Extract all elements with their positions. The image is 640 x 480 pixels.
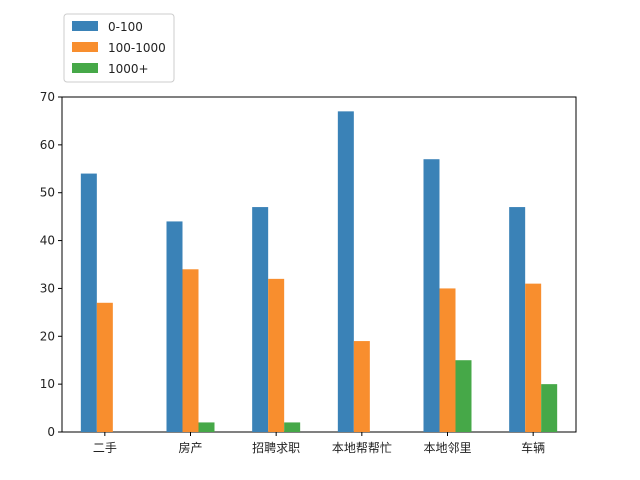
x-tick-label: 房产 <box>178 440 202 455</box>
y-tick-label: 40 <box>40 234 55 248</box>
bar-1-0 <box>96 302 113 432</box>
bar-1-1 <box>182 269 199 432</box>
bar-0-2 <box>252 207 269 432</box>
y-tick-label: 50 <box>40 186 55 200</box>
bar-0-0 <box>80 173 97 433</box>
legend-swatch <box>72 63 98 73</box>
bar-0-3 <box>337 111 354 432</box>
legend-swatch <box>72 42 98 52</box>
bar-2-4 <box>455 360 472 432</box>
x-tick-label: 招聘求职 <box>252 441 300 455</box>
bar-1-4 <box>439 288 456 432</box>
bar-2-5 <box>541 384 558 432</box>
bar-2-1 <box>198 422 215 432</box>
bar-1-3 <box>353 341 370 432</box>
bar-0-1 <box>166 221 183 432</box>
y-tick-label: 0 <box>47 425 55 439</box>
bar-1-2 <box>268 278 285 432</box>
x-tick-label: 车辆 <box>521 440 545 455</box>
bar-0-4 <box>423 159 440 432</box>
legend-swatch <box>72 21 98 31</box>
plot-area-frame <box>61 96 577 433</box>
legend-label: 1000+ <box>108 62 149 76</box>
bar-1-5 <box>525 283 542 432</box>
bar-0-5 <box>509 207 526 432</box>
y-tick-label: 60 <box>40 138 55 152</box>
bar-2-2 <box>284 422 301 432</box>
x-tick-label: 本地邻里 <box>423 441 471 455</box>
legend-label: 100-1000 <box>108 41 166 55</box>
y-tick-label: 70 <box>40 90 55 104</box>
x-tick-label: 二手 <box>93 441 117 455</box>
y-tick-label: 20 <box>40 329 55 343</box>
y-tick-label: 10 <box>40 377 55 391</box>
y-tick-label: 30 <box>40 281 55 295</box>
legend-label: 0-100 <box>108 20 143 34</box>
x-tick-label: 本地帮帮忙 <box>332 441 392 455</box>
